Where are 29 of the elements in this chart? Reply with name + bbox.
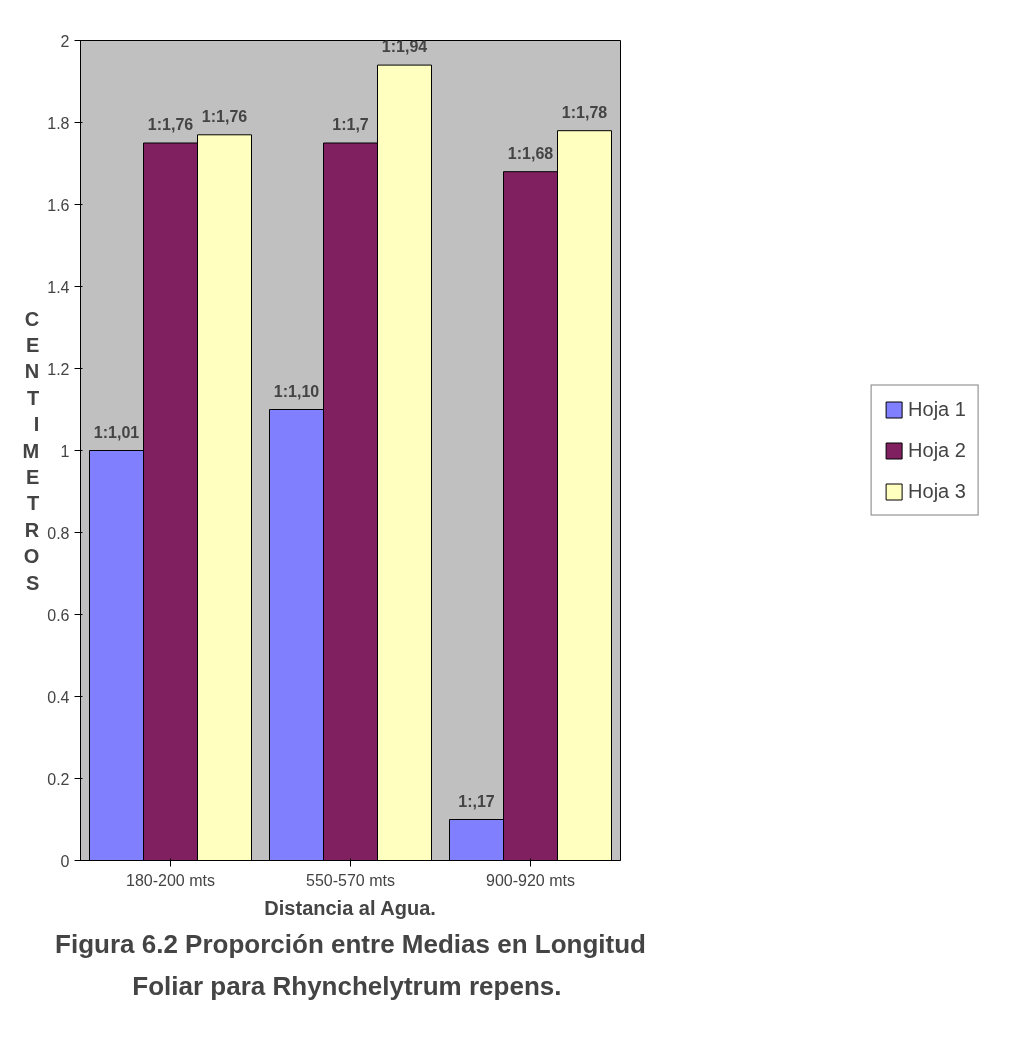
y-tick-label: 0.4 xyxy=(47,688,70,706)
legend-label: Hoja 3 xyxy=(908,479,966,503)
legend-label: Hoja 1 xyxy=(908,397,966,421)
data-label: 1:,17 xyxy=(458,792,495,810)
data-label: 1:1,10 xyxy=(273,382,320,400)
y-tick-label: 0.2 xyxy=(47,770,70,788)
y-tick-label: 1 xyxy=(60,442,70,460)
y-tick-label: 2 xyxy=(60,32,70,50)
y-tick-label: 1.4 xyxy=(47,278,70,296)
x-tick-label: 900-920 mts xyxy=(486,871,575,889)
x-axis-title: Distancia al Agua. xyxy=(264,896,436,919)
data-label: 1:1,94 xyxy=(381,38,428,56)
data-label: 1:1,01 xyxy=(93,423,140,441)
y-tick-label: 1.8 xyxy=(47,114,70,132)
data-label: 1:1,76 xyxy=(201,107,248,125)
data-label: 1:1,7 xyxy=(332,116,369,133)
y-tick-label: 0.6 xyxy=(47,606,70,624)
y-tick-label: 1.2 xyxy=(47,360,70,378)
y-tick-label: 0 xyxy=(60,852,70,870)
data-label: 1:1,76 xyxy=(147,116,194,133)
legend-label: Hoja 2 xyxy=(908,438,966,462)
text: CENTIMETROS xyxy=(22,307,40,594)
x-tick-label: 550-570 mts xyxy=(306,871,395,889)
text: Figura 6.2 Proporción entre Medias en Longitud Foliar para Rhynchelytrum repens. xyxy=(55,928,646,1001)
data-label: 1:1,78 xyxy=(561,103,608,121)
x-tick-label: 180-200 mts xyxy=(126,871,215,889)
y-tick-label: 1.6 xyxy=(47,196,70,214)
y-tick-label: 0.8 xyxy=(47,524,70,542)
data-label: 1:1,68 xyxy=(507,144,554,162)
